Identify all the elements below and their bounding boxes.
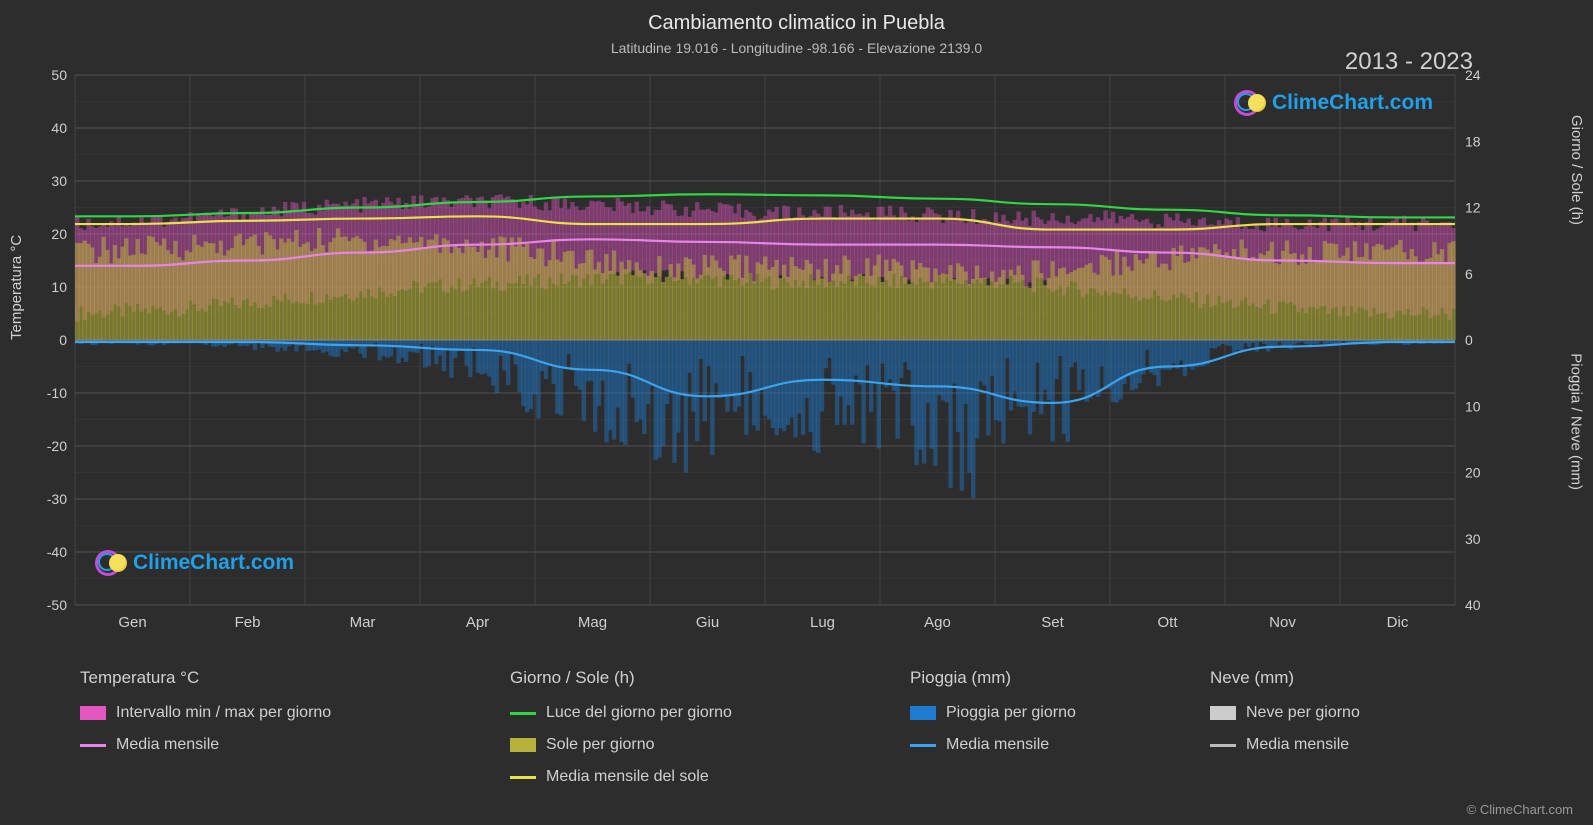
legend-item: Neve per giorno — [1210, 704, 1510, 722]
brand-logo-top: ClimeChart.com — [1234, 90, 1433, 116]
svg-text:12: 12 — [1465, 200, 1481, 216]
legend-item: Sole per giorno — [510, 736, 910, 754]
legend-label: Media mensile — [1246, 736, 1349, 754]
brand-logo-bottom: ClimeChart.com — [95, 550, 294, 576]
chart-plot: -50-40-30-20-100102030405006121824102030… — [75, 75, 1455, 605]
svg-text:Set: Set — [1041, 614, 1064, 631]
chart-container: Cambiamento climatico in Puebla Latitudi… — [0, 0, 1593, 825]
svg-text:0: 0 — [1465, 332, 1473, 348]
svg-text:-50: -50 — [47, 597, 67, 613]
legend-swatch — [510, 738, 536, 752]
legend-column: Neve (mm) Neve per giorno Media mensile — [1210, 668, 1510, 786]
legend-swatch — [80, 744, 106, 747]
legend-column: Giorno / Sole (h) Luce del giorno per gio… — [510, 668, 910, 786]
svg-text:6: 6 — [1465, 266, 1473, 282]
legend-swatch — [510, 712, 536, 715]
legend-swatch — [1210, 706, 1236, 720]
svg-text:Gen: Gen — [118, 614, 146, 631]
svg-text:Giu: Giu — [696, 614, 719, 631]
svg-text:30: 30 — [51, 173, 67, 189]
y-axis-right-top-label: Giorno / Sole (h) — [1568, 115, 1585, 225]
legend-swatch — [910, 706, 936, 720]
svg-text:Mar: Mar — [350, 614, 376, 631]
brand-text: ClimeChart.com — [133, 551, 294, 575]
legend-label: Sole per giorno — [546, 736, 655, 754]
legend-header: Temperatura °C — [80, 668, 510, 688]
svg-text:Nov: Nov — [1269, 614, 1296, 631]
svg-text:-40: -40 — [47, 544, 67, 560]
legend-swatch — [1210, 744, 1236, 747]
legend-item: Media mensile — [910, 736, 1210, 754]
svg-text:18: 18 — [1465, 133, 1481, 149]
legend-item: Pioggia per giorno — [910, 704, 1210, 722]
legend-column: Temperatura °C Intervallo min / max per g… — [80, 668, 510, 786]
svg-text:10: 10 — [51, 279, 67, 295]
legend-swatch — [80, 706, 106, 720]
legend-label: Intervallo min / max per giorno — [116, 704, 331, 722]
legend-header: Neve (mm) — [1210, 668, 1510, 688]
legend-swatch — [910, 744, 936, 747]
svg-text:0: 0 — [59, 332, 67, 348]
brand-icon — [1234, 90, 1266, 116]
copyright: © ClimeChart.com — [1467, 802, 1573, 817]
legend-header: Pioggia (mm) — [910, 668, 1210, 688]
svg-text:Feb: Feb — [235, 614, 261, 631]
svg-text:50: 50 — [51, 67, 67, 83]
brand-text: ClimeChart.com — [1272, 91, 1433, 115]
legend-label: Media mensile del sole — [546, 768, 709, 786]
svg-text:24: 24 — [1465, 67, 1481, 83]
svg-text:40: 40 — [51, 120, 67, 136]
legend-swatch — [510, 776, 536, 779]
svg-text:-20: -20 — [47, 438, 67, 454]
svg-text:Ago: Ago — [924, 614, 951, 631]
legend-label: Luce del giorno per giorno — [546, 704, 732, 722]
legend-item: Luce del giorno per giorno — [510, 704, 910, 722]
legend-item: Media mensile — [80, 736, 510, 754]
y-axis-right-bot-label: Pioggia / Neve (mm) — [1568, 353, 1585, 490]
legend-column: Pioggia (mm) Pioggia per giorno Media mens… — [910, 668, 1210, 786]
legend-header: Giorno / Sole (h) — [510, 668, 910, 688]
y-axis-left-label: Temperatura °C — [8, 235, 25, 340]
svg-text:-10: -10 — [47, 385, 67, 401]
svg-text:10: 10 — [1465, 398, 1481, 414]
svg-text:Mag: Mag — [578, 614, 607, 631]
legend-label: Media mensile — [116, 736, 219, 754]
svg-text:-30: -30 — [47, 491, 67, 507]
svg-text:Apr: Apr — [466, 614, 489, 631]
svg-text:30: 30 — [1465, 531, 1481, 547]
legend-item: Intervallo min / max per giorno — [80, 704, 510, 722]
svg-text:Ott: Ott — [1157, 614, 1178, 631]
chart-title: Cambiamento climatico in Puebla — [0, 12, 1593, 35]
brand-icon — [95, 550, 127, 576]
svg-text:40: 40 — [1465, 597, 1481, 613]
year-range: 2013 - 2023 — [1345, 48, 1473, 76]
svg-text:20: 20 — [51, 226, 67, 242]
legend: Temperatura °C Intervallo min / max per g… — [80, 668, 1530, 786]
legend-label: Pioggia per giorno — [946, 704, 1076, 722]
legend-label: Media mensile — [946, 736, 1049, 754]
svg-text:Dic: Dic — [1387, 614, 1409, 631]
legend-label: Neve per giorno — [1246, 704, 1360, 722]
svg-text:20: 20 — [1465, 465, 1481, 481]
legend-item: Media mensile del sole — [510, 768, 910, 786]
legend-item: Media mensile — [1210, 736, 1510, 754]
svg-text:Lug: Lug — [810, 614, 835, 631]
